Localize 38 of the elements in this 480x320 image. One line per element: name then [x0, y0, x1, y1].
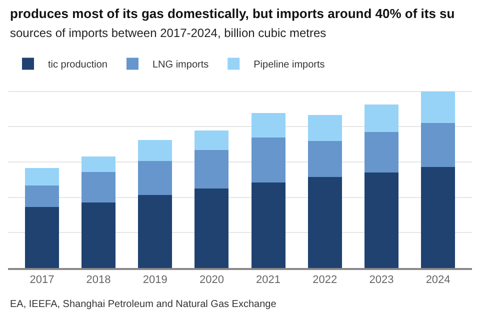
bar [82, 172, 116, 202]
chart-subtitle: sources of imports between 2017-2024, billion cubic metres [10, 26, 326, 40]
bar [308, 141, 342, 178]
legend-label: Pipeline imports [254, 60, 325, 71]
text: EA, IEEFA, Shanghai Petroleum and Natural Gas Exchange [10, 299, 277, 310]
bar [364, 172, 398, 268]
x-tick-label: 2018 [86, 274, 111, 286]
bar [24, 168, 59, 186]
bar [194, 130, 229, 150]
bar [251, 182, 286, 268]
bar [421, 166, 456, 268]
bar [421, 91, 456, 124]
legend-label: tic production [48, 60, 108, 71]
x-tick-label: 2022 [312, 274, 338, 286]
bar [421, 123, 456, 167]
bar [24, 185, 59, 208]
bar [194, 150, 229, 189]
x-tick-label: 2020 [199, 274, 224, 286]
bar [308, 114, 342, 142]
x-tick-label: 2017 [30, 274, 54, 286]
bar [308, 177, 342, 268]
bar [364, 104, 398, 132]
bar [82, 156, 116, 172]
bar [24, 207, 59, 268]
bar [82, 202, 116, 268]
bar [138, 195, 172, 268]
x-tick-label: 2019 [142, 274, 168, 286]
chart-title: produces most of its gas domestically, but imports around 40% of its su [10, 6, 455, 21]
bar [251, 113, 286, 138]
bar [138, 160, 172, 196]
bar [251, 137, 286, 182]
bar [194, 188, 229, 268]
x-tick-label: 2024 [426, 274, 450, 286]
legend-label: LNG imports [152, 60, 209, 71]
x-tick-label: 2023 [369, 274, 394, 286]
bar [138, 140, 172, 161]
x-tick-label: 2021 [256, 274, 281, 286]
bar [364, 132, 398, 172]
